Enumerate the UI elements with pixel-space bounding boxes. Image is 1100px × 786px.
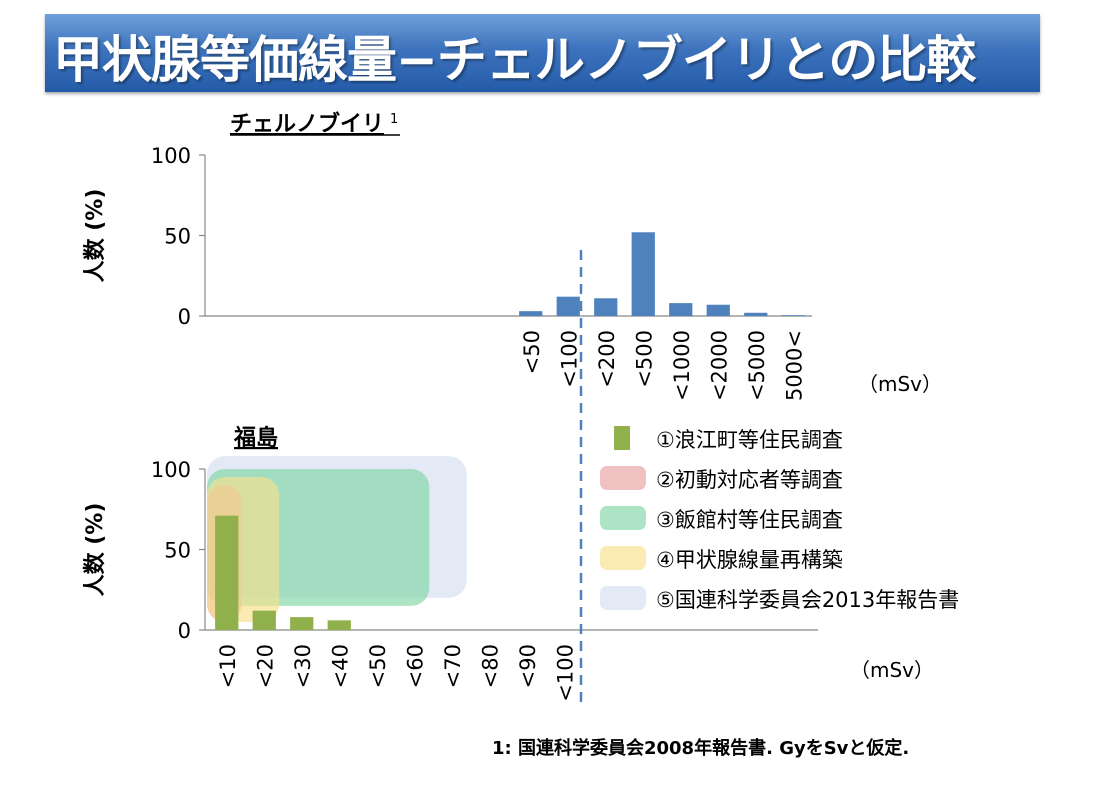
fukushima-xtick-label: <60 <box>403 644 427 688</box>
chernobyl-xtick-label: <1000 <box>670 330 694 401</box>
bottom-unit-label: （mSv） <box>850 658 935 682</box>
fukushima-xtick-label: <50 <box>366 644 390 688</box>
legend-swatch <box>600 506 646 530</box>
legend-swatch <box>614 426 630 450</box>
fukushima-ytick-label: 50 <box>164 539 191 563</box>
chernobyl-chart: 100 50 0 人数 (%) <50 <100 <200 <500 <1000 <2000 <50… <box>82 111 812 401</box>
chernobyl-ytick-label: 100 <box>151 144 191 168</box>
fukushima-bar-3 <box>290 617 314 630</box>
fukushima-chart: 100 50 0 人数 (%) <10 <20 <30 <40 <50 <60 <70 <80 <90 <… <box>82 425 818 702</box>
legend-label: ④甲状腺線量再構築 <box>656 548 843 572</box>
page-title: 甲状腺等価線量−チェルノブイリとの比較 <box>53 31 976 89</box>
chernobyl-xtick-label: <5000 <box>745 330 769 401</box>
legend-label: ③飯館村等住民調査 <box>656 508 843 532</box>
legend-swatch <box>600 546 646 570</box>
chernobyl-xtick-label: <100 <box>557 330 581 388</box>
fukushima-ylabel: 人数 (%) <box>82 503 108 597</box>
fukushima-bar-1 <box>215 515 239 630</box>
legend-item-1: ①浪江町等住民調査 <box>600 422 1020 452</box>
chernobyl-bar-2 <box>556 296 580 316</box>
chernobyl-xtick-label: <200 <box>595 330 619 388</box>
chernobyl-ylabel: 人数 (%) <box>82 189 108 283</box>
fukushima-xtick-label: <70 <box>441 644 465 688</box>
fukushima-xtick-label: <30 <box>291 644 315 688</box>
legend-swatch <box>600 466 646 490</box>
fukushima-xtick-label: <20 <box>253 644 277 688</box>
fukushima-ytick-label: 0 <box>178 619 191 643</box>
fukushima-xtick-label: <40 <box>328 644 352 688</box>
chernobyl-ytick-label: 0 <box>178 305 191 329</box>
top-unit-label: （mSv） <box>858 372 943 396</box>
legend-item-5: ⑤国連科学委員会2013年報告書 <box>600 582 1020 612</box>
chernobyl-bar-1 <box>519 311 543 316</box>
chernobyl-xtick-label: 5000< <box>782 330 806 401</box>
fukushima-xtick-label: <10 <box>216 644 240 688</box>
fukushima-title: 福島 <box>233 425 278 451</box>
chernobyl-xtick-label: <2000 <box>707 330 731 401</box>
legend-label: ①浪江町等住民調査 <box>656 428 843 452</box>
chernobyl-bar-8 <box>781 315 805 316</box>
chernobyl-title-superscript: 1 <box>390 112 398 127</box>
fukushima-xtick-label: <90 <box>516 644 540 688</box>
title-banner: 甲状腺等価線量−チェルノブイリとの比較 <box>45 14 1040 92</box>
legend-label: ②初動対応者等調査 <box>656 468 843 492</box>
fukushima-ytick-label: 100 <box>151 458 191 482</box>
footnote: 1: 国連科学委員会2008年報告書. GyをSvと仮定. <box>492 738 910 759</box>
chernobyl-bar-6 <box>706 304 730 316</box>
chernobyl-bar-5 <box>669 303 693 316</box>
chernobyl-title: チェルノブイリ <box>230 111 384 137</box>
fukushima-xtick-label: <80 <box>478 644 502 688</box>
legend-swatch <box>600 586 646 610</box>
chernobyl-xtick-label: <500 <box>632 330 656 388</box>
legend-item-2: ②初動対応者等調査 <box>600 462 1020 492</box>
fukushima-bar-4 <box>327 620 351 630</box>
chernobyl-bar-4 <box>631 232 655 316</box>
legend-item-4: ④甲状腺線量再構築 <box>600 542 1020 572</box>
chernobyl-ytick-label: 50 <box>164 225 191 249</box>
legend-label: ⑤国連科学委員会2013年報告書 <box>656 588 960 612</box>
fukushima-xtick-label: <100 <box>553 644 577 702</box>
chernobyl-xtick-label: <50 <box>520 330 544 374</box>
legend-item-3: ③飯館村等住民調査 <box>600 502 1020 532</box>
fukushima-bar-2 <box>252 610 276 630</box>
chernobyl-bar-7 <box>744 312 768 316</box>
chernobyl-bar-3 <box>594 298 618 316</box>
